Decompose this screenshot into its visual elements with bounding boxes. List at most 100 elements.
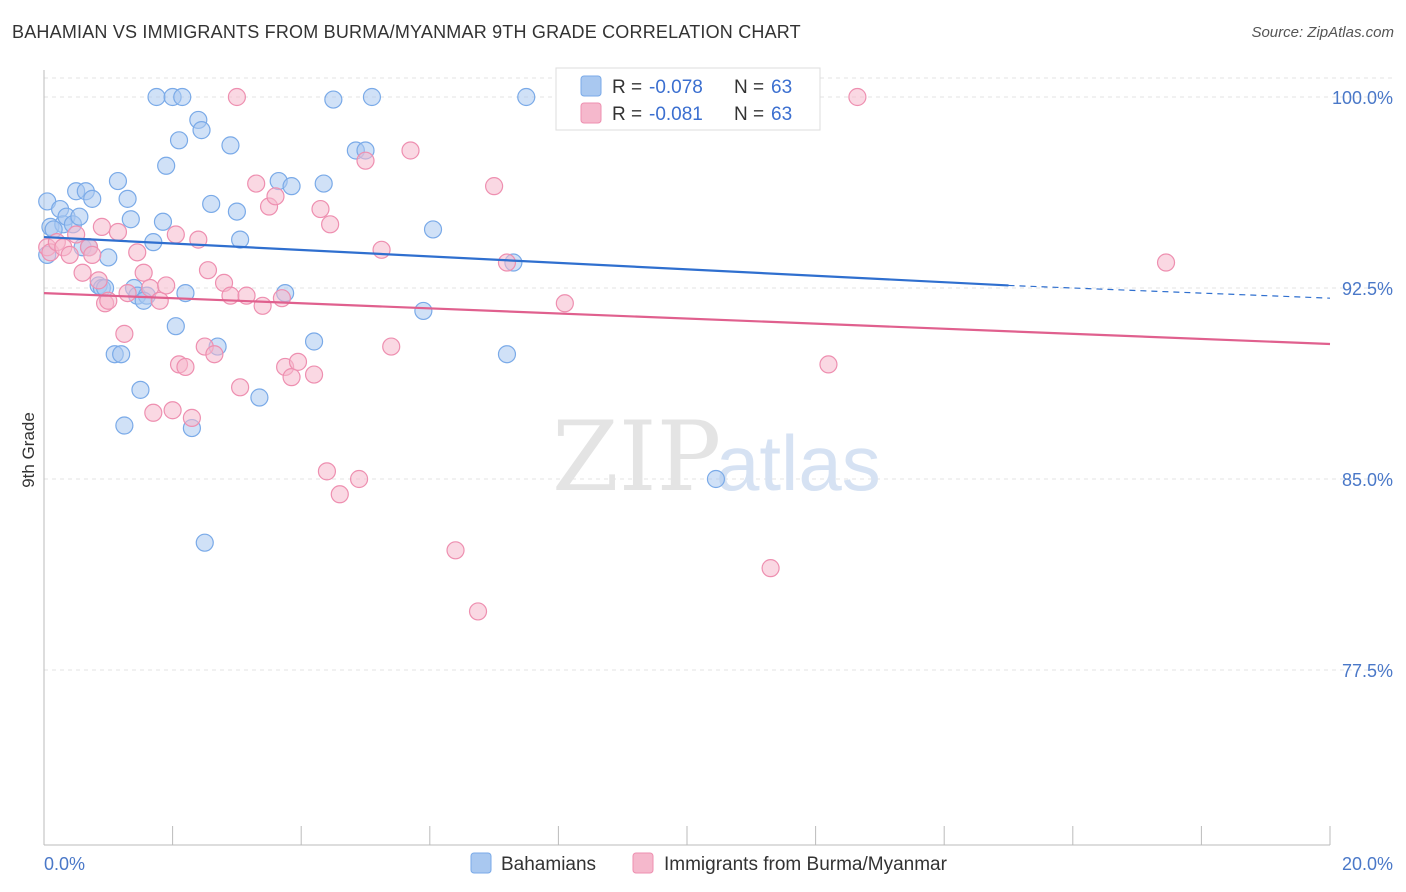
point-bahamians	[70, 207, 89, 226]
trend-line-burma	[43, 291, 1331, 346]
y-tick-label: 100.0%	[1332, 88, 1393, 108]
point-burma	[1156, 253, 1176, 272]
point-bahamians	[517, 87, 536, 107]
point-bahamians	[497, 345, 517, 364]
point-bahamians	[414, 301, 433, 321]
point-bahamians	[227, 202, 246, 221]
point-bahamians	[112, 345, 131, 364]
y-axis-title: 9th Grade	[19, 412, 38, 488]
stats-swatch-pink	[580, 102, 602, 124]
point-bahamians	[169, 131, 189, 150]
point-burma	[83, 245, 102, 264]
y-tick-label: 85.0%	[1342, 470, 1393, 490]
point-burma	[67, 225, 86, 244]
bottom-legend: Bahamians Immigrants from Burma/Myanmar	[470, 852, 948, 875]
point-burma	[73, 263, 92, 282]
stats-r-value-2: -0.081	[649, 104, 703, 125]
point-bahamians	[221, 136, 240, 155]
stats-n-label-1: N =	[734, 77, 764, 98]
point-bahamians	[131, 380, 150, 399]
legend-label-bahamians: Bahamians	[501, 854, 596, 875]
point-bahamians	[166, 317, 185, 336]
point-bahamians	[192, 121, 211, 140]
legend-swatch-bahamians	[470, 852, 492, 874]
point-bahamians	[324, 90, 343, 109]
point-burma	[372, 240, 391, 259]
trend-lines	[43, 235, 1331, 346]
point-burma	[356, 151, 375, 170]
data-points	[38, 87, 1176, 621]
point-burma	[92, 217, 111, 236]
point-burma	[89, 271, 108, 290]
point-bahamians	[362, 87, 382, 107]
point-burma	[157, 276, 176, 295]
point-burma	[330, 485, 349, 504]
point-burma	[349, 469, 369, 489]
point-burma	[311, 199, 330, 219]
point-burma	[198, 261, 218, 280]
point-bahamians	[115, 416, 134, 435]
point-bahamians	[83, 189, 102, 208]
chart-title: BAHAMIAN VS IMMIGRANTS FROM BURMA/MYANMA…	[12, 22, 801, 42]
point-burma	[288, 352, 308, 371]
point-burma	[321, 215, 340, 234]
gridlines	[44, 77, 1393, 671]
legend-swatch-burma	[632, 852, 654, 874]
y-tick-label: 92.5%	[1342, 279, 1393, 299]
point-bahamians	[176, 283, 195, 303]
stats-n-value-1: 63	[771, 77, 792, 98]
point-burma	[761, 559, 780, 578]
point-bahamians	[153, 212, 173, 231]
point-burma	[163, 401, 182, 420]
point-burma	[819, 355, 838, 374]
point-burma	[317, 462, 337, 481]
point-bahamians	[99, 248, 118, 267]
point-burma	[282, 368, 301, 387]
x-tick-label-min: 0.0%	[44, 854, 85, 874]
point-burma	[468, 602, 488, 621]
point-burma	[115, 324, 134, 343]
point-bahamians	[250, 388, 269, 407]
point-burma	[382, 337, 401, 356]
point-burma	[497, 253, 517, 272]
x-tick-label-max: 20.0%	[1342, 854, 1393, 874]
point-bahamians	[147, 87, 166, 107]
point-bahamians	[195, 533, 214, 552]
point-burma	[166, 225, 185, 244]
point-burma	[266, 187, 285, 206]
point-bahamians	[423, 220, 443, 239]
stats-r-label-2: R =	[612, 104, 642, 125]
point-burma	[60, 245, 79, 264]
point-burma	[118, 283, 137, 303]
point-bahamians	[706, 469, 726, 489]
point-burma	[176, 357, 195, 377]
point-burma	[227, 87, 246, 107]
point-burma	[485, 177, 504, 196]
point-burma	[134, 263, 153, 282]
point-burma	[272, 289, 292, 308]
stats-r-label-1: R =	[612, 77, 642, 98]
point-bahamians	[314, 174, 333, 193]
point-bahamians	[173, 87, 192, 107]
point-bahamians	[282, 177, 301, 196]
watermark-atlas: atlas	[716, 419, 881, 507]
point-bahamians	[157, 156, 176, 175]
trend-line-bahamians	[43, 235, 1009, 287]
point-burma	[128, 243, 147, 262]
point-bahamians	[108, 171, 128, 191]
point-burma	[848, 87, 867, 107]
point-burma	[253, 296, 272, 315]
point-burma	[231, 378, 250, 397]
point-bahamians	[231, 230, 250, 249]
stats-n-value-2: 63	[771, 104, 792, 125]
point-burma	[304, 365, 324, 384]
point-burma	[144, 403, 163, 422]
source-credit: Source: ZipAtlas.com	[1251, 24, 1394, 41]
point-bahamians	[121, 210, 140, 229]
watermark-zip: ZIP	[552, 401, 721, 513]
point-burma	[108, 222, 128, 242]
y-tick-label: 77.5%	[1342, 661, 1393, 681]
trend-line-bahamians-extension	[1008, 284, 1331, 299]
y-tick-labels: 77.5% 85.0% 92.5% 100.0%	[1332, 88, 1393, 681]
point-bahamians	[304, 332, 324, 351]
